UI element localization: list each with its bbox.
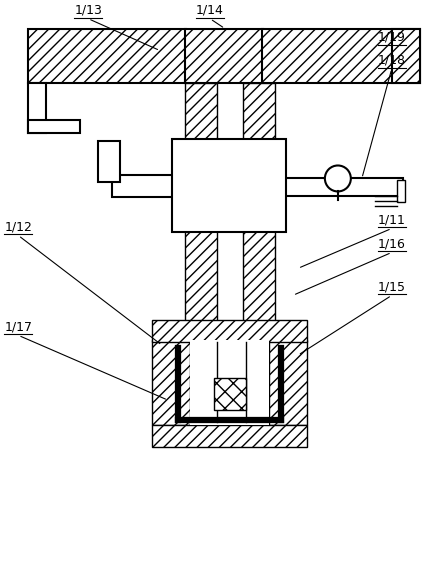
Bar — [243, 82, 275, 345]
Bar — [172, 138, 286, 232]
Text: 1/19: 1/19 — [378, 31, 406, 43]
Bar — [28, 120, 80, 133]
Bar — [98, 141, 120, 182]
Bar — [28, 82, 46, 133]
Bar — [392, 29, 420, 82]
Bar — [214, 378, 246, 410]
Bar — [397, 181, 405, 202]
Text: 1/18: 1/18 — [378, 54, 406, 66]
Text: 1/15: 1/15 — [378, 280, 406, 293]
Text: 1/16: 1/16 — [378, 237, 406, 251]
Bar — [28, 29, 186, 82]
Bar — [152, 425, 307, 447]
Bar — [185, 29, 263, 82]
Bar — [112, 176, 174, 197]
Bar — [152, 320, 307, 342]
Bar — [152, 340, 190, 425]
Bar — [262, 29, 420, 82]
Text: 1/11: 1/11 — [378, 213, 406, 227]
Text: 1/17: 1/17 — [4, 320, 32, 333]
Text: 1/12: 1/12 — [4, 220, 32, 233]
Text: 1/14: 1/14 — [196, 3, 224, 17]
Bar — [190, 340, 269, 425]
Bar — [185, 82, 217, 345]
Text: 1/13: 1/13 — [74, 3, 102, 17]
Circle shape — [325, 165, 351, 192]
Bar — [285, 178, 403, 196]
Bar — [269, 340, 307, 425]
